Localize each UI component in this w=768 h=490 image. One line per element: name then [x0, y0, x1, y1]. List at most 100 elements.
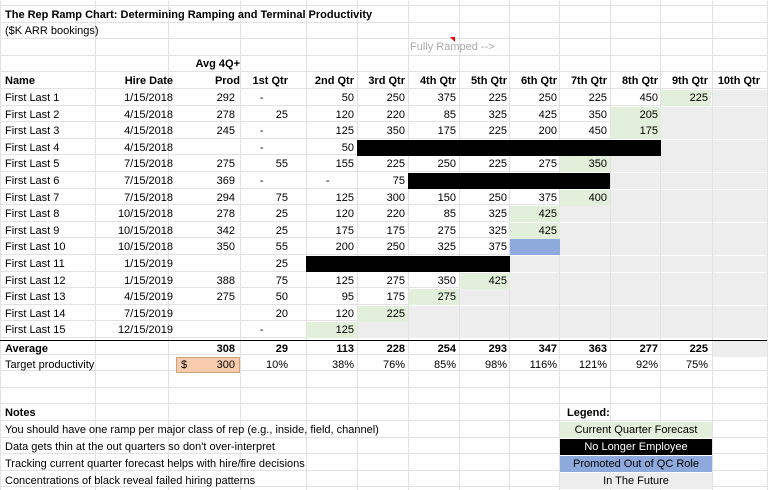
highlight-cell: [510, 206, 560, 223]
quarter-value[interactable]: 275: [386, 274, 405, 287]
quarter-value[interactable]: 175: [639, 125, 658, 138]
quarter-value[interactable]: 250: [488, 191, 507, 204]
quarter-value[interactable]: 85: [443, 208, 456, 221]
quarter-value[interactable]: 125: [335, 274, 354, 287]
quarter-value[interactable]: 450: [639, 92, 658, 104]
comment-indicator-icon[interactable]: [450, 37, 455, 42]
target-input[interactable]: 300: [216, 358, 235, 371]
quarter-value[interactable]: 225: [488, 125, 507, 138]
quarter-value[interactable]: 75: [392, 175, 405, 187]
hire-date: 4/15/2018: [124, 141, 173, 154]
quarter-value[interactable]: 200: [335, 241, 354, 254]
quarter-value[interactable]: 350: [588, 158, 607, 171]
quarter-value[interactable]: 55: [275, 158, 288, 171]
quarter-value[interactable]: -: [259, 324, 264, 337]
quarter-value[interactable]: 225: [386, 158, 405, 171]
quarter-value[interactable]: 425: [538, 208, 557, 221]
quarter-value[interactable]: 425: [538, 108, 557, 121]
quarter-value[interactable]: 120: [335, 307, 354, 320]
future-cell: [661, 272, 712, 289]
quarter-value[interactable]: 220: [386, 108, 405, 121]
quarter-value[interactable]: 375: [538, 191, 557, 204]
quarter-value[interactable]: 50: [341, 92, 354, 104]
hire-date: 7/15/2019: [124, 307, 173, 320]
quarter-value[interactable]: 120: [335, 108, 354, 121]
target-pct: 92%: [635, 358, 658, 371]
quarter-value[interactable]: 225: [386, 307, 405, 320]
quarter-value[interactable]: 220: [386, 208, 405, 221]
quarter-value[interactable]: 25: [275, 208, 288, 221]
quarter-value[interactable]: 325: [437, 241, 456, 254]
future-cell: [661, 256, 712, 272]
quarter-value[interactable]: 350: [437, 274, 456, 287]
quarter-value[interactable]: 225: [588, 92, 607, 104]
quarter-value[interactable]: 75: [275, 191, 288, 204]
quarter-value[interactable]: 400: [588, 191, 607, 204]
quarter-value[interactable]: 75: [275, 274, 288, 287]
quarter-value[interactable]: 225: [689, 92, 708, 104]
quarter-value[interactable]: 225: [488, 92, 507, 104]
quarter-value[interactable]: 375: [488, 241, 507, 254]
quarter-value[interactable]: 350: [386, 125, 405, 138]
quarter-value[interactable]: 275: [437, 291, 456, 304]
quarter-value[interactable]: -: [259, 92, 264, 104]
quarter-value[interactable]: 120: [335, 208, 354, 221]
column-gridline: [240, 0, 241, 490]
quarter-value[interactable]: 275: [437, 224, 456, 237]
quarter-value[interactable]: 55: [275, 241, 288, 254]
quarter-value[interactable]: 250: [538, 92, 557, 104]
quarter-value[interactable]: 200: [538, 125, 557, 138]
quarter-value[interactable]: 175: [386, 224, 405, 237]
quarter-value[interactable]: 25: [275, 108, 288, 121]
quarter-value[interactable]: 155: [335, 158, 354, 171]
column-gridline: [95, 0, 96, 490]
quarter-value[interactable]: 150: [437, 191, 456, 204]
quarter-value[interactable]: 325: [488, 108, 507, 121]
quarter-value[interactable]: -: [259, 125, 264, 138]
quarter-value[interactable]: 175: [437, 125, 456, 138]
quarter-value[interactable]: 425: [538, 224, 557, 237]
quarter-value[interactable]: 175: [335, 224, 354, 237]
fully-ramped-label: Fully Ramped -->: [410, 41, 495, 53]
future-cell: [713, 90, 767, 106]
quarter-value[interactable]: -: [325, 175, 330, 187]
quarter-value[interactable]: 425: [488, 274, 507, 287]
quarter-value[interactable]: 250: [437, 158, 456, 171]
quarter-value[interactable]: 125: [335, 191, 354, 204]
quarter-value[interactable]: 225: [488, 158, 507, 171]
quarter-value[interactable]: 175: [386, 291, 405, 304]
row-gridline: [0, 71, 768, 73]
quarter-value[interactable]: 325: [488, 224, 507, 237]
quarter-value[interactable]: 250: [386, 241, 405, 254]
no-longer-employee-bar: [306, 256, 510, 272]
rep-name: First Last 3: [5, 125, 60, 138]
future-cell: [661, 305, 712, 322]
quarter-value[interactable]: 20: [275, 307, 288, 320]
quarter-value[interactable]: 325: [488, 208, 507, 221]
quarter-value[interactable]: 450: [588, 125, 607, 138]
quarter-value[interactable]: -: [259, 141, 264, 154]
quarter-value[interactable]: 125: [335, 324, 354, 337]
note-line: Data gets thin at the out quarters so do…: [5, 441, 275, 453]
quarter-value[interactable]: 25: [275, 258, 288, 270]
quarter-value[interactable]: 205: [639, 108, 658, 121]
quarter-value[interactable]: 85: [443, 108, 456, 121]
future-cell: [713, 289, 767, 306]
quarter-value[interactable]: 275: [538, 158, 557, 171]
future-cell: [460, 289, 509, 306]
quarter-value[interactable]: 350: [588, 108, 607, 121]
average-quarter: 113: [336, 342, 354, 355]
quarter-value[interactable]: 95: [341, 291, 354, 304]
target-label: Target productivity: [5, 358, 95, 371]
quarter-value[interactable]: 250: [386, 92, 405, 104]
quarter-value[interactable]: -: [259, 175, 264, 187]
quarter-value[interactable]: 50: [275, 291, 288, 304]
quarter-value[interactable]: 50: [341, 141, 354, 154]
quarter-value[interactable]: 375: [437, 92, 456, 104]
quarter-value[interactable]: 25: [275, 224, 288, 237]
quarter-value[interactable]: 300: [386, 191, 405, 204]
quarter-value[interactable]: 125: [335, 125, 354, 138]
note-line: Concentrations of black reveal failed hi…: [5, 475, 256, 487]
legend-heading: Legend:: [567, 407, 610, 419]
